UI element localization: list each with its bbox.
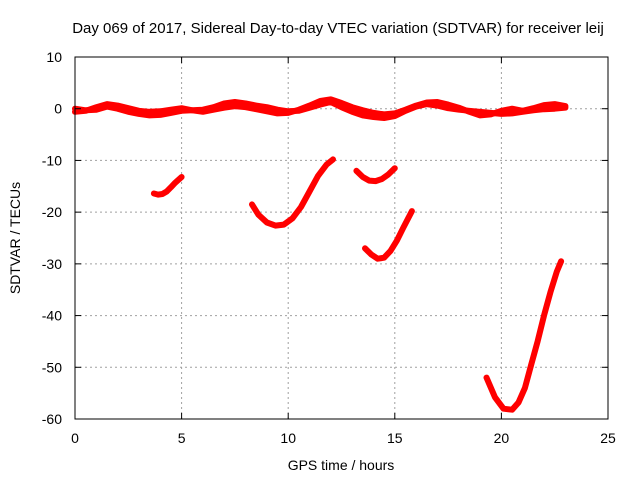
y-axis-label: SDTVAR / TECUs — [7, 182, 23, 294]
x-tick-label: 20 — [494, 430, 510, 446]
series-line-5 — [353, 165, 398, 185]
series-line-3 — [150, 174, 185, 198]
y-tick-label: 0 — [54, 101, 62, 117]
axis-ticks: 0 5 10 15 20 25 10 0 -10 -20 -30 -40 -50 -60 — [42, 49, 616, 446]
x-tick-label: 0 — [71, 430, 79, 446]
x-axis-label: GPS time / hours — [288, 457, 395, 473]
x-tick-label: 25 — [600, 430, 616, 446]
y-tick-label: -20 — [42, 204, 62, 220]
series-line-2 — [72, 96, 569, 119]
x-tick-label: 5 — [178, 430, 186, 446]
y-tick-label: -10 — [42, 152, 62, 168]
series-line-6 — [362, 208, 415, 262]
plot-frame — [74, 56, 609, 420]
y-tick-label: -60 — [42, 411, 62, 427]
series-line-7 — [483, 258, 565, 413]
y-tick-label: -30 — [42, 256, 62, 272]
y-tick-label: -40 — [42, 308, 62, 324]
x-tick-label: 10 — [280, 430, 296, 446]
y-tick-label: 10 — [46, 49, 62, 65]
data-series — [72, 96, 569, 413]
y-tick-label: -50 — [42, 359, 62, 375]
chart-title: Day 069 of 2017, Sidereal Day-to-day VTE… — [72, 20, 604, 37]
series-line-4 — [249, 156, 336, 229]
x-tick-label: 15 — [387, 430, 403, 446]
